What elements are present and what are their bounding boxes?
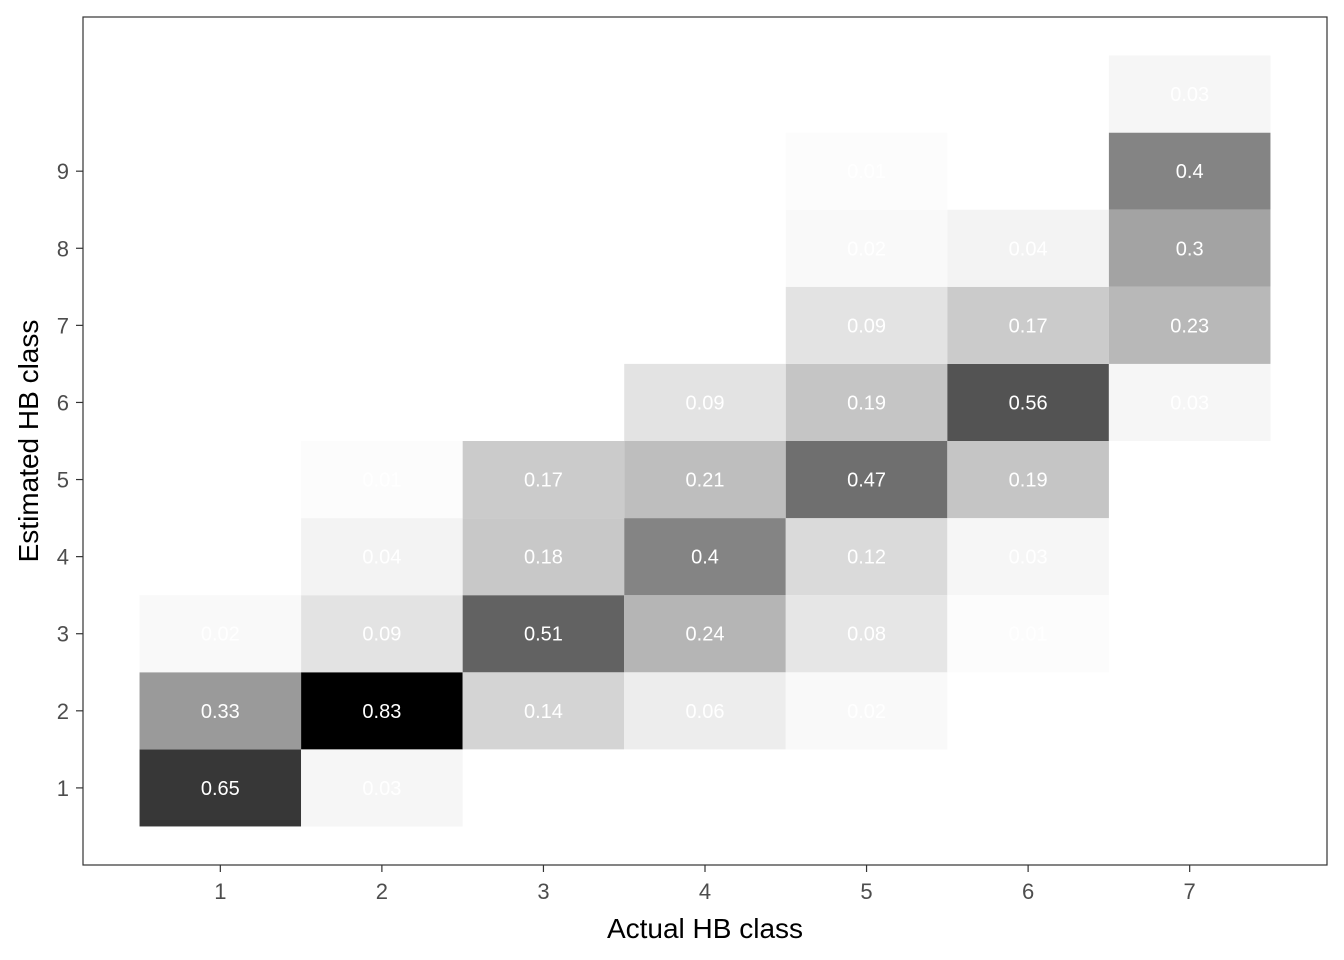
heatmap-cell: [947, 595, 1109, 673]
heatmap-cell-label: 0.04: [1009, 238, 1048, 260]
heatmap-cell-label: 0.33: [201, 701, 240, 723]
x-axis-title: Actual HB class: [607, 913, 803, 944]
heatmap-cell: [139, 595, 302, 673]
heatmap-cell-label: 0.02: [201, 624, 240, 646]
heatmap-cell-label: 0.08: [847, 624, 886, 646]
heatmap-cell: [624, 672, 786, 750]
heatmap-cell: [301, 595, 463, 673]
heatmap-cell: [462, 441, 625, 519]
heatmap-cell-label: 0.19: [1009, 470, 1048, 492]
heatmap-cell-label: 0.01: [362, 470, 401, 492]
heatmap-cell-label: 0.83: [362, 701, 401, 723]
x-tick-label: 7: [1184, 879, 1196, 904]
x-tick-label: 2: [376, 879, 388, 904]
heatmap-cell: [624, 363, 786, 441]
heatmap-cell-label: 0.01: [847, 161, 886, 183]
x-tick-label: 3: [537, 879, 549, 904]
y-tick-label: 3: [57, 622, 69, 647]
x-tick-label: 1: [214, 879, 226, 904]
heatmap-cell-label: 0.04: [362, 547, 401, 569]
heatmap-cell-label: 0.03: [362, 778, 401, 800]
heatmap-cell-label: 0.17: [1009, 315, 1048, 337]
heatmap-cell-label: 0.4: [691, 547, 719, 569]
x-axis: 1 2 3 4 5 6 7: [214, 865, 1196, 904]
heatmap-cell-label: 0.02: [847, 238, 886, 260]
heatmap-cell: [462, 672, 625, 750]
heatmap-cell-label: 0.21: [686, 470, 725, 492]
y-tick-label: 4: [57, 545, 69, 570]
heatmap-cell: [462, 595, 625, 673]
heatmap-cell: [301, 672, 463, 750]
heatmap-cell: [785, 518, 948, 596]
heatmap-cell-label: 0.3: [1176, 238, 1204, 260]
heatmap-cell: [947, 441, 1109, 519]
heatmap-cell: [139, 672, 302, 750]
heatmap-cell-label: 0.19: [847, 392, 886, 414]
heatmap-cell-label: 0.4: [1176, 161, 1204, 183]
heatmap-cell-label: 0.24: [686, 624, 725, 646]
heatmap-cell-label: 0.65: [201, 778, 240, 800]
heatmap-cell: [785, 132, 948, 210]
heatmap-cell-label: 0.03: [1170, 84, 1209, 106]
heatmap-cell: [1108, 55, 1271, 133]
y-tick-label: 2: [57, 699, 69, 724]
heatmap-cell-labels: 0.65 0.33 0.02 0.03 0.83 0.09 0.04 0.01 0.14 0.51…: [201, 84, 1209, 800]
y-axis: 1 2 3 4 5 6 7 8 9: [57, 159, 83, 801]
heatmap-cell-label: 0.02: [847, 701, 886, 723]
heatmap-cell-label: 0.06: [686, 701, 725, 723]
heatmap-cell: [785, 286, 948, 364]
heatmap-cell: [301, 518, 463, 596]
y-axis-title: Estimated HB class: [13, 320, 44, 563]
heatmap-cell: [301, 441, 463, 519]
heatmap-cell-label: 0.17: [524, 470, 563, 492]
heatmap-cell: [139, 749, 302, 827]
heatmap-cell: [1108, 363, 1271, 441]
heatmap-cell-label: 0.09: [686, 392, 725, 414]
heatmap-cell-label: 0.51: [524, 624, 563, 646]
heatmap-cell-label: 0.09: [362, 624, 401, 646]
heatmap-cell: [785, 363, 948, 441]
heatmap-cell-label: 0.09: [847, 315, 886, 337]
x-tick-label: 6: [1022, 879, 1034, 904]
heatmap-cell: [785, 595, 948, 673]
y-tick-label: 8: [57, 236, 69, 261]
heatmap-cell: [624, 595, 786, 673]
heatmap-cell-label: 0.03: [1009, 547, 1048, 569]
heatmap-cells: [139, 55, 1271, 827]
heatmap-cell: [947, 363, 1109, 441]
y-tick-label: 9: [57, 159, 69, 184]
heatmap-cell: [947, 209, 1109, 287]
heatmap-cell: [1108, 132, 1271, 210]
heatmap-cell-label: 0.47: [847, 470, 886, 492]
y-tick-label: 7: [57, 313, 69, 338]
x-tick-label: 5: [860, 879, 872, 904]
y-tick-label: 6: [57, 390, 69, 415]
heatmap-cell-label: 0.01: [1009, 624, 1048, 646]
heatmap-cell: [785, 441, 948, 519]
heatmap-cell: [1108, 286, 1271, 364]
heatmap-cell: [785, 209, 948, 287]
heatmap-cell-label: 0.14: [524, 701, 563, 723]
heatmap-cell-label: 0.03: [1170, 392, 1209, 414]
heatmap-cell-label: 0.56: [1009, 392, 1048, 414]
heatmap-cell: [462, 518, 625, 596]
heatmap-cell: [785, 672, 948, 750]
heatmap-cell: [947, 518, 1109, 596]
heatmap-cell: [301, 749, 463, 827]
y-tick-label: 1: [57, 776, 69, 801]
heatmap-cell-label: 0.18: [524, 547, 563, 569]
heatmap-cell-label: 0.23: [1170, 315, 1209, 337]
heatmap-cell: [1108, 209, 1271, 287]
heatmap-cell: [947, 286, 1109, 364]
heatmap-cell: [624, 518, 786, 596]
heatmap-cell-label: 0.12: [847, 547, 886, 569]
x-tick-label: 4: [699, 879, 711, 904]
heatmap-cell: [624, 441, 786, 519]
y-tick-label: 5: [57, 468, 69, 493]
